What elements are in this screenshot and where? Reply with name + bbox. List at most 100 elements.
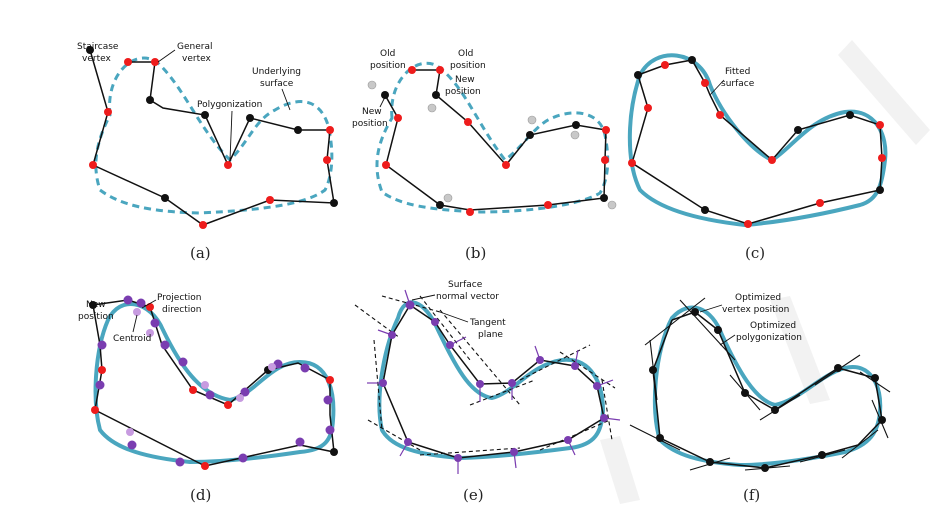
general-vertex: [91, 406, 99, 414]
general-vertex: [601, 156, 609, 164]
label-new-position-b: position: [78, 312, 114, 322]
staircase-vertex: [436, 201, 444, 209]
label-underlying-surface-2: surface: [260, 79, 294, 89]
centroid-vertex: [446, 341, 454, 349]
vertices-f: [649, 308, 886, 472]
centroid-vertex: [476, 380, 484, 388]
general-vertex: [544, 201, 552, 209]
label-optimized-polygonization-b: polygonization: [736, 333, 802, 343]
label-new-position-1b: position: [445, 87, 481, 97]
panel-a: Staircase vertex General vertex Polygoniza…: [77, 42, 338, 262]
general-vertex: [104, 108, 112, 116]
label-projection-direction-b: direction: [162, 305, 201, 315]
staircase-vertex: [600, 194, 608, 202]
general-vertex: [98, 366, 106, 374]
general-vertex: [602, 126, 610, 134]
panel-f: Optimized vertex position Optimized polygo…: [629, 293, 891, 504]
staircase-vertex: [526, 131, 534, 139]
general-vertex: [89, 161, 97, 169]
general-vertex: [716, 111, 724, 119]
label-new-position-1a: New: [455, 75, 475, 85]
general-vertex: [408, 66, 416, 74]
general-vertex: [436, 66, 444, 74]
centroid-vertex: [175, 457, 185, 467]
general-vertex: [394, 114, 402, 122]
label-new-position-2b: position: [352, 119, 388, 129]
general-vertex: [146, 303, 154, 311]
staircase-vertex: [294, 126, 302, 134]
vertices-b: [367, 66, 617, 216]
label-centroid: Centroid: [113, 334, 151, 344]
old-vertex: [427, 103, 437, 113]
label-fitted-surface-2: surface: [721, 79, 755, 89]
staircase-vertex: [876, 186, 884, 194]
optimized-vertex: [761, 464, 769, 472]
general-vertex: [744, 220, 752, 228]
optimized-vertex: [649, 366, 657, 374]
centroid-vertex: [127, 440, 137, 450]
centroid-vertex: [295, 437, 305, 447]
general-vertex: [189, 386, 197, 394]
general-vertex: [876, 121, 884, 129]
label-new-position-a: New: [86, 300, 106, 310]
old-vertex: [570, 130, 580, 140]
label-underlying-surface-1: Underlying: [252, 67, 301, 77]
label-optimized-vertex-b: vertex position: [722, 305, 789, 315]
watermark: [600, 40, 930, 504]
general-vertex: [224, 401, 232, 409]
optimized-vertex: [656, 434, 664, 442]
centroid-vertex: [571, 362, 579, 370]
general-vertex: [323, 156, 331, 164]
optimized-vertex: [706, 458, 714, 466]
centroid-vertex: [508, 379, 516, 387]
staircase-vertex: [201, 111, 209, 119]
centroid-vertex: [600, 414, 608, 422]
general-vertex: [464, 118, 472, 126]
centroid-vertex: [404, 438, 412, 446]
general-vertex: [768, 156, 776, 164]
staircase-vertex: [86, 46, 94, 54]
underlying-surface-curve: [94, 56, 334, 215]
label-fitted-surface-1: Fitted: [725, 67, 750, 77]
staircase-vertex: [146, 96, 154, 104]
label-general-vertex-1: General: [177, 42, 212, 52]
optimized-vertex: [878, 416, 886, 424]
annotations-e: Surface normal vector Tangent plane: [411, 280, 506, 340]
projected-vertex: [268, 363, 276, 371]
general-vertex: [628, 159, 636, 167]
optimized-vertex: [741, 389, 749, 397]
general-vertex: [701, 79, 709, 87]
staircase-vertex: [794, 126, 802, 134]
centroid-vertex: [238, 453, 248, 463]
general-vertex: [661, 61, 669, 69]
staircase-vertex: [432, 91, 440, 99]
staircase-vertex: [572, 121, 580, 129]
panel-e: Surface normal vector Tangent plane (e): [354, 280, 621, 504]
annotations-d: New position Projection direction Centroid: [78, 293, 202, 344]
general-vertex: [201, 462, 209, 470]
centroid-vertex: [95, 380, 105, 390]
old-vertex: [607, 200, 617, 210]
optimized-vertex: [871, 374, 879, 382]
staircase-vertex: [330, 448, 338, 456]
general-vertex: [816, 199, 824, 207]
general-vertex: [502, 161, 510, 169]
optimized-surface-curve: [652, 305, 883, 468]
projected-vertex: [236, 394, 244, 402]
centroid-vertex: [300, 363, 310, 373]
centroid-vertex: [593, 382, 601, 390]
annotations-a: Staircase vertex General vertex Polygoniza…: [77, 42, 301, 161]
caption-c: (c): [745, 244, 765, 262]
projected-vertex: [201, 381, 209, 389]
general-vertex: [199, 221, 207, 229]
label-surface-normal-b: normal vector: [436, 292, 499, 302]
centroid-vertex: [150, 318, 160, 328]
caption-f: (f): [743, 486, 760, 504]
optimized-vertex: [834, 364, 842, 372]
label-new-position-2a: New: [362, 107, 382, 117]
vertices-a: [86, 46, 338, 229]
